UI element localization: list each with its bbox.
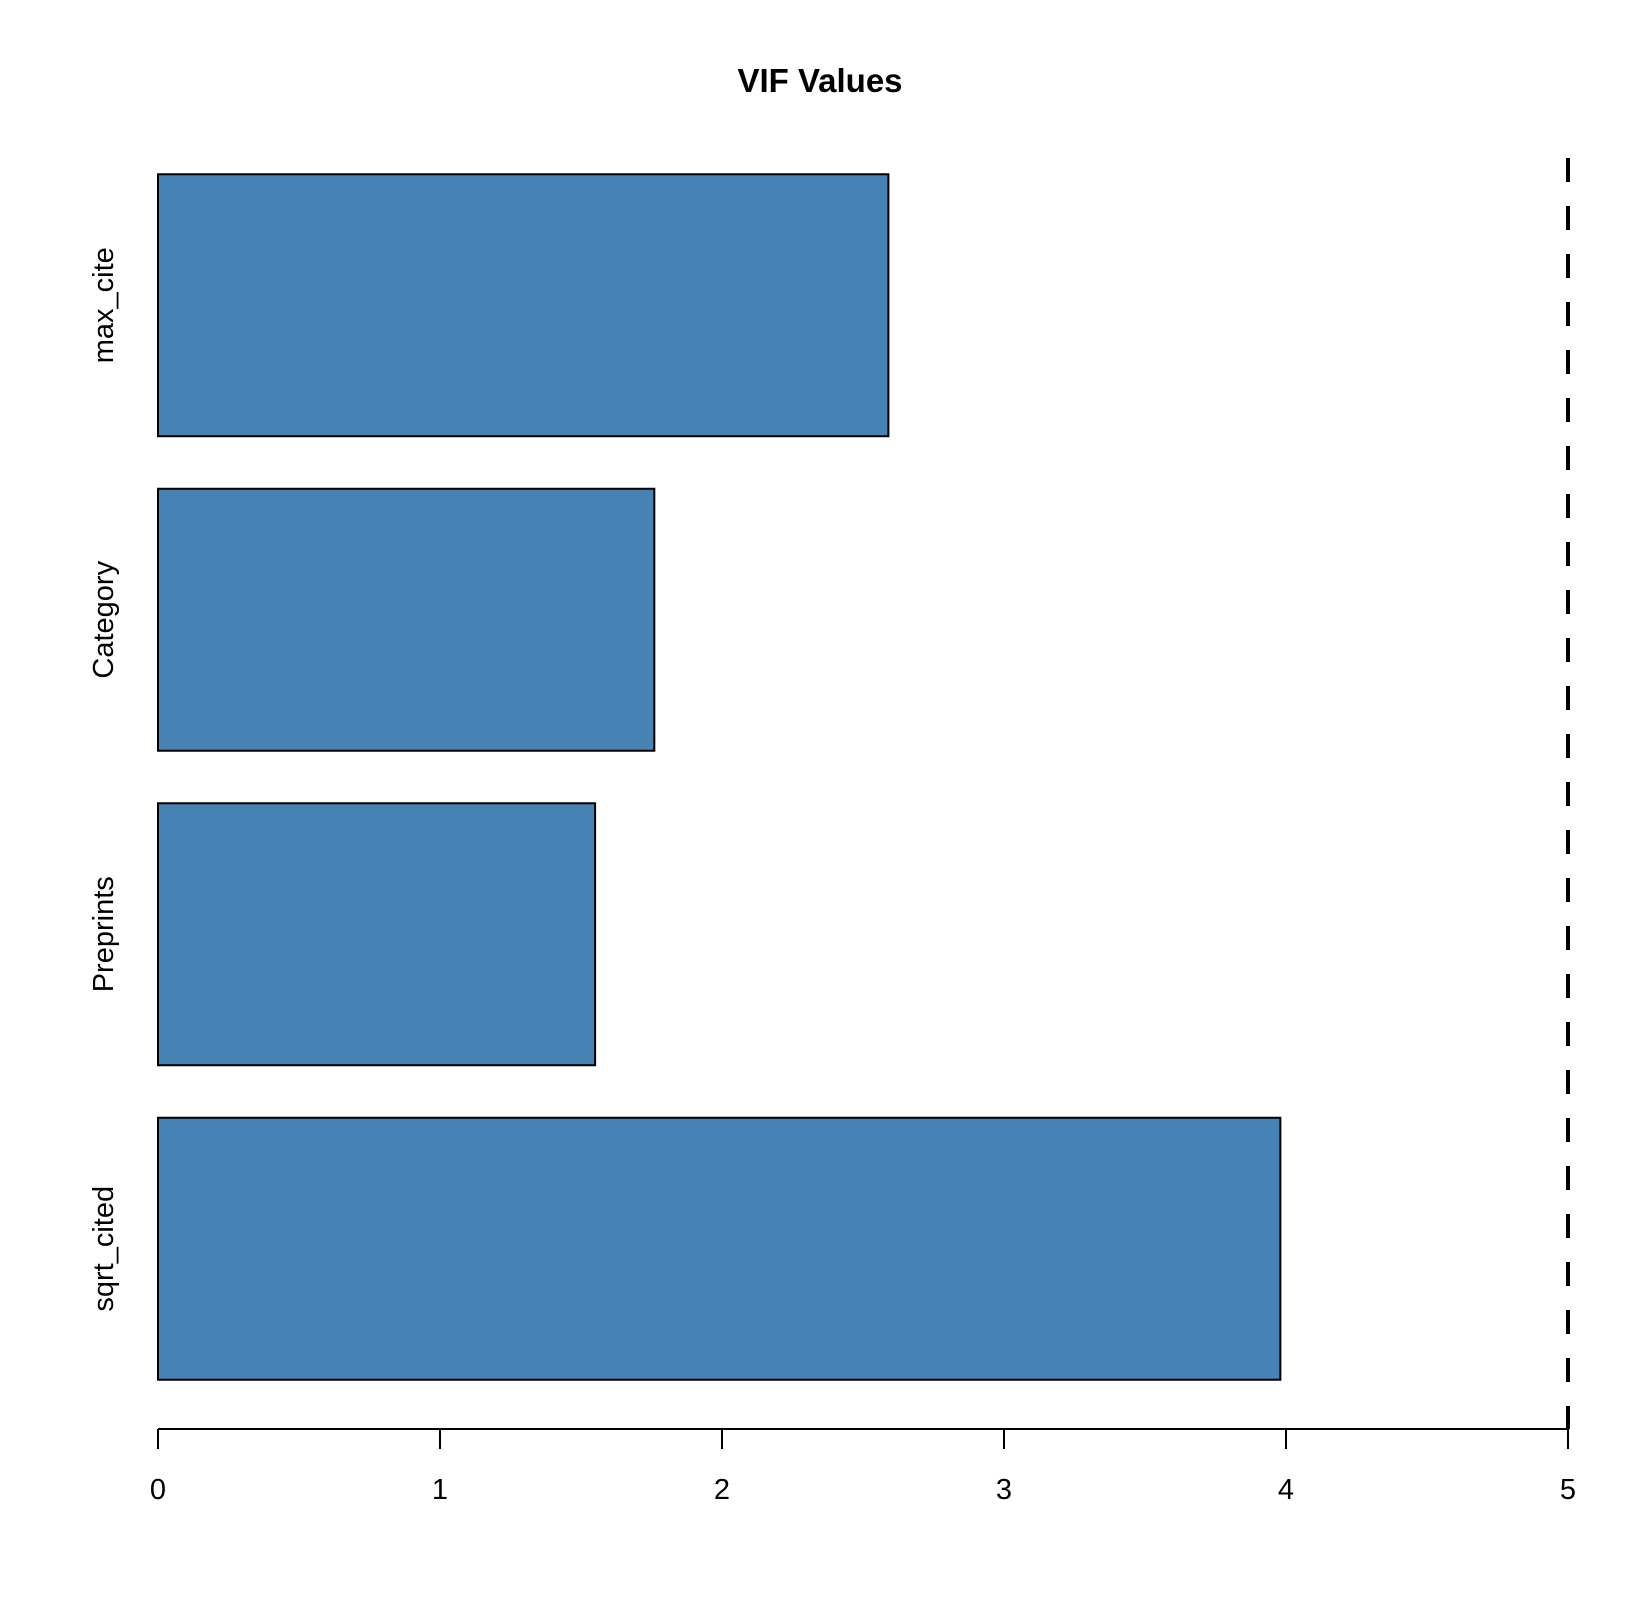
category-label-sqrt_cited: sqrt_cited bbox=[88, 1186, 120, 1312]
x-axis: 0 1 2 3 4 5 bbox=[150, 1428, 1576, 1506]
bars-group bbox=[157, 173, 1282, 1381]
category-label-max_cite: max_cite bbox=[88, 247, 120, 363]
bar-sqrt_cited bbox=[157, 1116, 1282, 1381]
x-tick-label-5: 5 bbox=[1560, 1474, 1576, 1506]
x-tick-label-3: 3 bbox=[996, 1474, 1012, 1506]
category-labels: sqrt_cited Preprints Category max_cite bbox=[88, 247, 120, 1311]
bar-max_cite bbox=[157, 173, 890, 438]
x-tick-label-2: 2 bbox=[714, 1474, 730, 1506]
x-tick-label-0: 0 bbox=[150, 1474, 166, 1506]
chart-title: VIF Values bbox=[737, 62, 902, 99]
category-label-Preprints: Preprints bbox=[88, 876, 120, 992]
category-label-Category: Category bbox=[88, 560, 120, 678]
x-tick-label-4: 4 bbox=[1278, 1474, 1294, 1506]
bar-Category bbox=[157, 487, 656, 752]
x-tick-label-1: 1 bbox=[432, 1474, 448, 1506]
bar-Preprints bbox=[157, 802, 597, 1067]
